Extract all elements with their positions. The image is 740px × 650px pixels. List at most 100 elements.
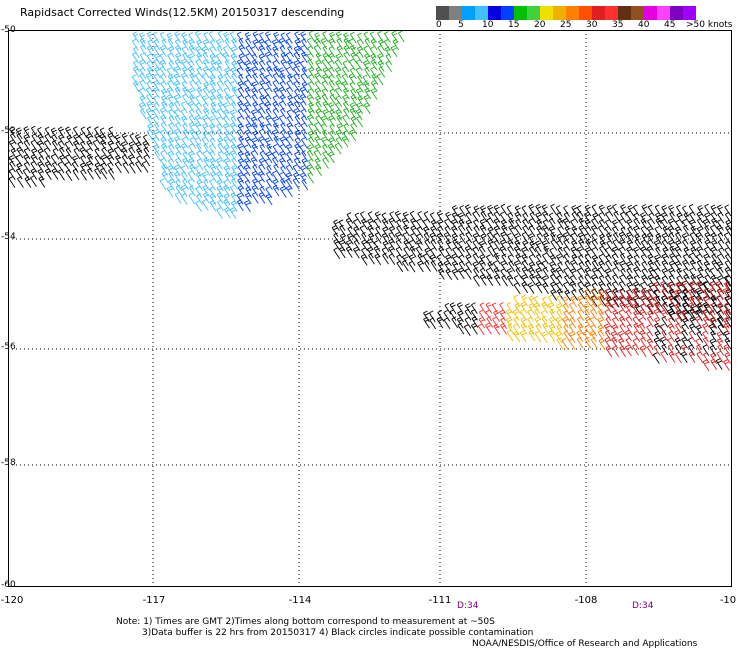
wind-barb [696, 303, 703, 315]
wind-barb [611, 295, 619, 308]
wind-barb [195, 171, 203, 184]
wind-barb [480, 233, 488, 246]
wind-barb [535, 281, 543, 294]
wind-barb [251, 66, 258, 79]
wind-barb [683, 212, 691, 224]
wind-barb [231, 38, 238, 50]
wind-barb [336, 114, 344, 127]
wind-barb [388, 253, 396, 265]
wind-barb [459, 205, 467, 217]
wind-barb [224, 150, 231, 163]
wind-barb [146, 80, 154, 93]
wind-barb [472, 239, 480, 252]
wind-barb [547, 294, 555, 307]
wind-barb [618, 338, 625, 350]
wind-barb [216, 171, 223, 183]
wind-barb [724, 247, 732, 259]
wind-barb [430, 247, 438, 259]
wind-barb [135, 160, 142, 173]
colorbar-swatch [436, 6, 449, 20]
wind-barb [343, 51, 351, 64]
colorbar-swatch [605, 6, 618, 20]
wind-barb [182, 52, 190, 65]
wind-barb [576, 211, 584, 223]
wind-barb [703, 246, 711, 259]
wind-barb [464, 245, 472, 258]
colorbar-label: 15 [508, 20, 520, 30]
wind-barb [139, 37, 147, 50]
wind-barb [208, 30, 216, 43]
wind-barb [370, 38, 378, 51]
wind-barb [320, 123, 328, 136]
wind-barb [51, 134, 58, 146]
lon-label: -117 [142, 595, 166, 606]
wind-barb [252, 130, 260, 142]
wind-map[interactable] [8, 30, 732, 587]
wind-barb [690, 246, 698, 259]
wind-barb [223, 165, 231, 177]
wind-barb [315, 115, 322, 127]
wind-barb [449, 309, 457, 321]
wind-barb [521, 266, 529, 279]
wind-barb [612, 267, 619, 279]
wind-barb [30, 168, 38, 180]
wind-barb [353, 233, 360, 245]
wind-barb [590, 274, 598, 286]
wind-barb [465, 261, 473, 273]
wind-barb [654, 204, 662, 217]
wind-barb [315, 108, 323, 121]
wind-barb [563, 205, 570, 217]
wind-barb [604, 309, 612, 321]
wind-barb [146, 129, 154, 141]
wind-barb [717, 266, 725, 279]
colorbar-swatch [488, 6, 501, 20]
wind-barb [86, 139, 94, 152]
colorbar-label: 25 [560, 20, 572, 30]
wind-barb [534, 316, 542, 329]
wind-barb [675, 231, 682, 244]
wind-barb [613, 260, 620, 272]
wind-barb [709, 338, 717, 351]
wind-barb [114, 134, 122, 146]
wind-barb [308, 136, 315, 149]
wind-barb [564, 289, 572, 302]
wind-barb [557, 261, 564, 274]
wind-barb [100, 162, 108, 175]
wind-barb [196, 150, 203, 163]
wind-barb [535, 323, 543, 336]
wind-speed-colorbar [436, 6, 696, 20]
wind-barb [174, 114, 182, 127]
wind-barb [527, 233, 535, 246]
wind-barb [8, 169, 11, 173]
note-line-1: Note: 1) Times are GMT 2)Times along bot… [116, 617, 495, 627]
wind-barb [45, 155, 53, 167]
wind-barb [534, 246, 542, 258]
wind-barb [647, 282, 655, 294]
wind-barb [251, 170, 259, 183]
wind-barb [182, 129, 190, 141]
wind-barb [159, 45, 167, 57]
wind-barb [345, 246, 353, 258]
wind-barb [479, 224, 487, 237]
wind-barb [529, 246, 536, 258]
wind-barb [723, 343, 731, 356]
wind-barb [121, 147, 128, 160]
wind-barb [370, 79, 378, 92]
wind-barb [584, 259, 592, 272]
wind-barb [278, 86, 286, 99]
colorbar-swatch [579, 6, 592, 20]
wind-barb [716, 350, 724, 363]
wind-barb [293, 65, 300, 78]
wind-barb [189, 128, 196, 141]
wind-barb [708, 287, 716, 300]
wind-barb [457, 267, 465, 280]
wind-barb [403, 224, 410, 237]
wind-barb [331, 225, 339, 237]
wind-barb [465, 239, 473, 251]
wind-barb [293, 73, 300, 85]
wind-barb [661, 232, 669, 245]
wind-barb [174, 143, 182, 156]
wind-barb [696, 211, 704, 224]
wind-barb [576, 267, 584, 280]
wind-barb [285, 38, 293, 50]
